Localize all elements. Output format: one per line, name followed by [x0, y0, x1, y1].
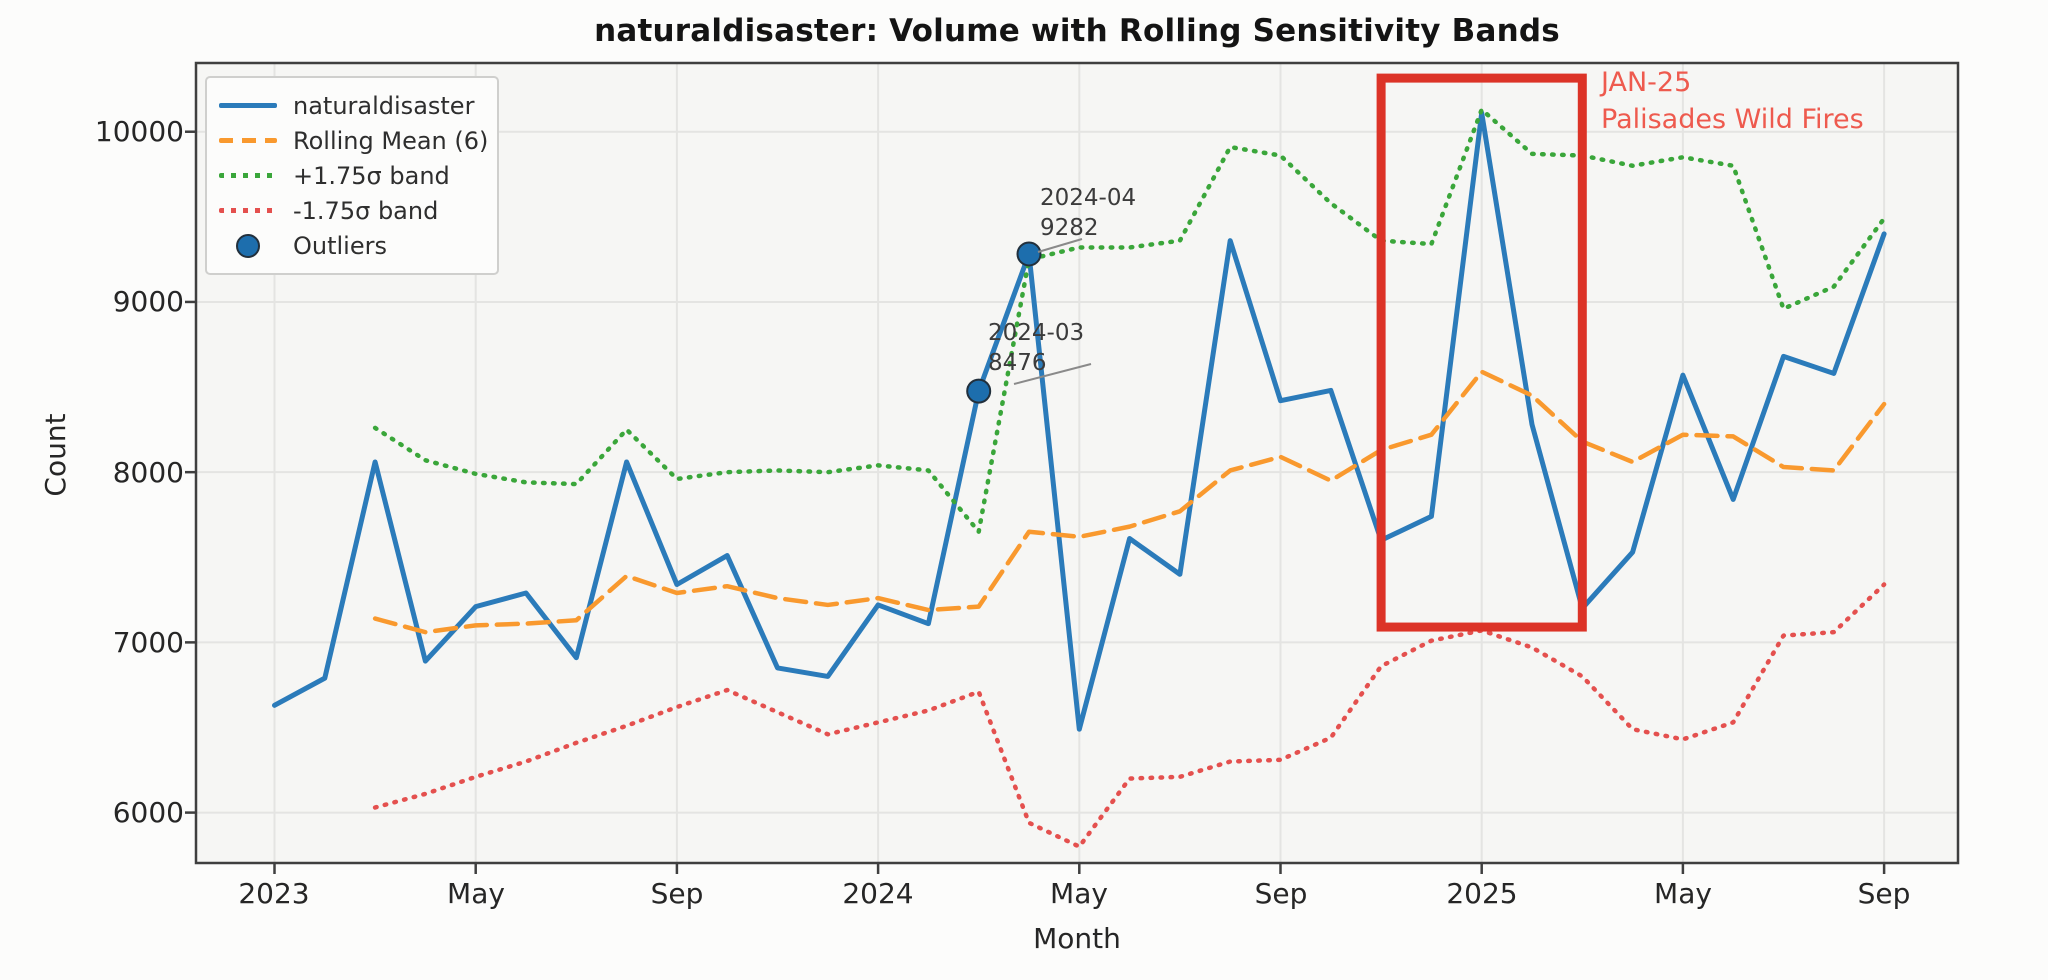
y-tick-6000: 6000: [112, 796, 184, 829]
x-tick-may25: May: [1654, 877, 1712, 910]
outlier-point-2024-03: [966, 378, 992, 404]
legend-dashed-line-swatch: [219, 138, 277, 143]
x-tick-sep24: Sep: [1254, 877, 1308, 910]
x-tick-sep25: Sep: [1857, 877, 1911, 910]
series-rolling-mean-6-: [372, 369, 1887, 635]
region-annotation-label: JAN-25 Palisades Wild Fires: [1601, 67, 1864, 135]
axes-spines: [194, 61, 1960, 865]
outlier-point-2024-04: [1016, 241, 1042, 267]
x-tick-2025: 2025: [1446, 877, 1518, 910]
series--1-75-band: [372, 107, 1887, 534]
annotation-leader-2024-03: [1013, 363, 1092, 385]
legend: naturaldisaster Rolling Mean (6) +1.75σ …: [205, 76, 499, 275]
legend-item-rolling-mean: Rolling Mean (6): [219, 123, 488, 158]
y-tick-9000: 9000: [112, 285, 184, 318]
legend-item-lower-band: -1.75σ band: [219, 193, 485, 228]
y-tick-8000: 8000: [112, 456, 184, 489]
x-tick-may23: May: [447, 877, 505, 910]
x-tick-2024: 2024: [842, 877, 914, 910]
x-tick-may24: May: [1050, 877, 1108, 910]
x-tick-2023: 2023: [238, 877, 310, 910]
legend-green-dotted-swatch: [219, 173, 277, 178]
legend-item-outliers: Outliers: [219, 228, 485, 263]
x-tick-sep23: Sep: [650, 877, 704, 910]
annotation-leader-2024-04: [1037, 238, 1083, 253]
legend-outlier-dot-swatch: [219, 233, 277, 258]
annotation-2024-03: 2024-03 8476: [988, 320, 1085, 376]
legend-item-upper-band: +1.75σ band: [219, 158, 485, 193]
chart-title: naturaldisaster: Volume with Rolling Sen…: [594, 13, 1560, 49]
y-tick-10000: 10000: [94, 115, 184, 148]
series--1-75-band: [372, 582, 1887, 849]
annotation-2024-04: 2024-04 9282: [1040, 185, 1137, 241]
highlight-region-box: [1376, 73, 1587, 632]
y-axis-label: Count: [39, 413, 72, 497]
series-naturaldisaster: [272, 110, 1887, 732]
y-tick-7000: 7000: [112, 626, 184, 659]
legend-item-volume: naturaldisaster: [219, 88, 485, 123]
legend-red-dotted-swatch: [219, 208, 277, 213]
x-axis-label: Month: [1033, 922, 1121, 955]
legend-solid-line-swatch: [219, 103, 277, 108]
